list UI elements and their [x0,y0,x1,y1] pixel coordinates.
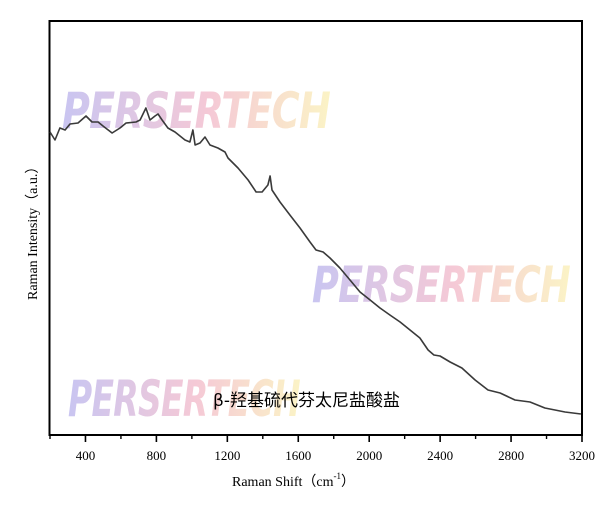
spectrum-line [49,107,581,415]
x-axis-tick-labels: 400 800 1200 1600 2000 2400 2800 3200 [76,448,595,463]
watermark-text-top: PERSERTECH [62,82,330,140]
x-tick-label: 400 [76,448,96,463]
watermark-text-middle: PERSERTECH [312,256,570,314]
x-axis-title: Raman Shift（cm-1） [232,471,355,490]
x-axis-ticks [49,435,583,442]
x-tick-label: 2400 [427,448,453,463]
x-tick-label: 3200 [569,448,595,463]
x-tick-label: 1200 [214,448,240,463]
watermark-text-bottom: PERSERTECH [68,370,300,428]
x-axis-title-close: ） [341,474,355,490]
x-tick-label: 1600 [285,448,311,463]
x-tick-label: 800 [147,448,167,463]
y-axis-title: Raman Intensity（a.u.） [25,160,41,300]
x-tick-label: 2800 [498,448,524,463]
watermarks: PERSERTECH PERSERTECH PERSERTECH [62,82,571,428]
x-axis-title-superscript: -1 [334,471,342,481]
plot-frame [48,20,583,436]
x-axis-title-main: Raman Shift（cm [232,474,334,490]
x-tick-label: 2000 [356,448,382,463]
sample-name-annotation: β-羟基硫代芬太尼盐酸盐 [213,391,400,411]
